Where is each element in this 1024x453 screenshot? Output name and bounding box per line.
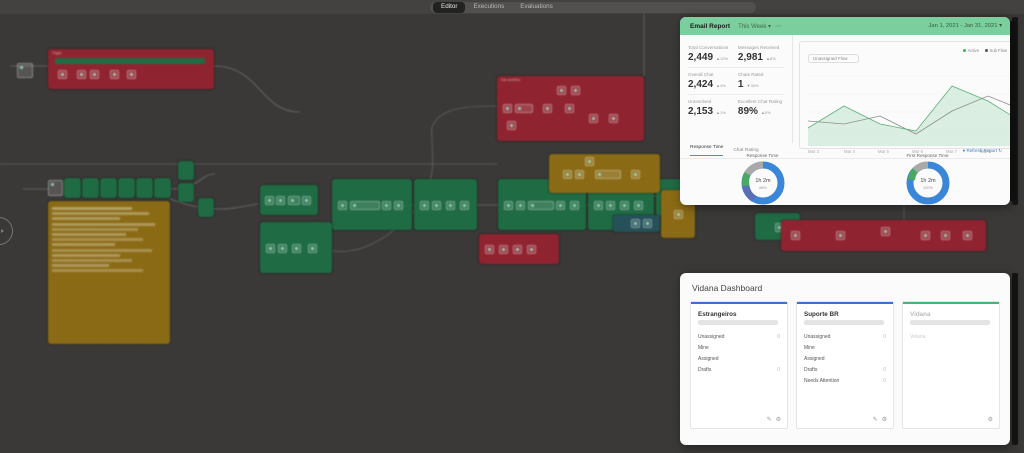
svg-text:100%: 100% xyxy=(923,186,933,190)
svg-text:1h 2m: 1h 2m xyxy=(920,178,936,184)
svg-text:1h 2m: 1h 2m xyxy=(755,178,771,184)
svg-text:68%: 68% xyxy=(759,186,767,190)
